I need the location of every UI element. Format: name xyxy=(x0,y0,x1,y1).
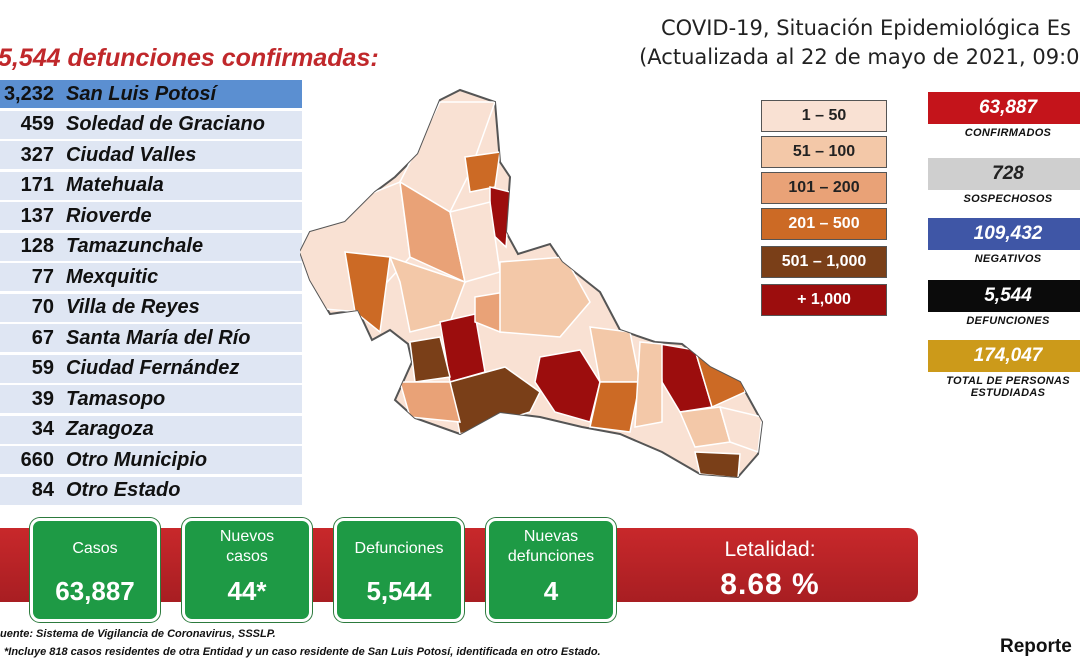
municipality-region xyxy=(499,256,591,338)
card-value: 63,887 xyxy=(55,576,135,606)
municipality-name: San Luis Potosí xyxy=(66,82,217,105)
death-count: 84 xyxy=(31,479,54,501)
table-row: 171 Matehuala xyxy=(0,171,302,200)
death-count: 660 xyxy=(20,448,54,471)
lethality-value: 8.68 % xyxy=(720,568,820,601)
legend-item: 201 – 500 xyxy=(761,208,887,240)
card-defunciones: Defunciones 5,544 xyxy=(334,518,464,622)
card-casos: Casos 63,887 xyxy=(30,518,160,622)
municipality-region xyxy=(718,405,762,454)
death-count: 327 xyxy=(20,143,54,166)
death-count: 34 xyxy=(31,418,54,440)
municipality-region xyxy=(534,349,601,423)
stat-value: 174,047 xyxy=(928,340,1080,372)
municipality-region xyxy=(464,151,501,193)
legend-item: 501 – 1,000 xyxy=(761,246,887,278)
table-row: 77 Mexquitic xyxy=(0,263,302,291)
stat-total-estudiadas: 174,047 TOTAL DE PERSONAS ESTUDIADAS xyxy=(928,340,1080,399)
municipality-region xyxy=(449,366,541,435)
table-row: 70 Villa de Reyes xyxy=(0,293,302,322)
stat-value: 728 xyxy=(928,158,1080,190)
legend-item: + 1,000 xyxy=(761,284,887,316)
stat-value: 5,544 xyxy=(928,280,1080,312)
death-count: 137 xyxy=(20,204,54,227)
municipality-name: Ciudad Valles xyxy=(66,143,197,166)
stat-label: CONFIRMADOS xyxy=(964,127,1052,139)
municipality-name: Otro Municipio xyxy=(66,448,208,471)
stat-defunciones: 5,544 DEFUNCIONES xyxy=(928,280,1080,327)
table-row: 39 Tamasopo xyxy=(0,385,302,413)
death-count: 70 xyxy=(31,296,54,318)
deaths-headline: 5,544 defunciones confirmadas: xyxy=(0,44,379,72)
legend-item: 51 – 100 xyxy=(761,136,887,168)
municipality-name: Tamasopo xyxy=(66,387,166,410)
municipality-region xyxy=(589,381,641,433)
death-count: 59 xyxy=(31,357,54,379)
title-line-1: COVID-19, Situación Epidemiológica Es xyxy=(661,16,1071,40)
card-label: Nuevas defunciones xyxy=(507,528,595,565)
card-nuevas-defunciones: Nuevas defunciones 4 xyxy=(486,518,616,622)
municipality-name: Villa de Reyes xyxy=(66,296,200,318)
municipality-name: Matehuala xyxy=(66,174,164,196)
legend-item: 1 – 50 xyxy=(761,100,887,132)
stat-negativos: 109,432 NEGATIVOS xyxy=(928,218,1080,265)
death-count: 77 xyxy=(31,265,54,288)
death-count: 171 xyxy=(20,174,54,196)
municipality-name: Ciudad Fernández xyxy=(66,357,240,379)
stat-sospechosos: 728 SOSPECHOSOS xyxy=(928,158,1080,205)
stat-label: DEFUNCIONES xyxy=(966,315,1050,327)
municipality-name: Tamazunchale xyxy=(66,235,204,257)
municipality-name: Otro Estado xyxy=(66,479,181,501)
table-row: 3,232 San Luis Potosí xyxy=(0,80,302,108)
table-row: 59 Ciudad Fernández xyxy=(0,354,302,383)
state-choropleth-map xyxy=(300,88,764,479)
municipality-region xyxy=(399,381,461,423)
stat-label: SOSPECHOSOS xyxy=(963,193,1053,205)
stat-confirmados: 63,887 CONFIRMADOS xyxy=(928,92,1080,139)
card-value: 4 xyxy=(543,576,559,606)
death-count: 128 xyxy=(20,235,54,257)
table-row: 459 Soledad de Graciano xyxy=(0,110,302,139)
table-row: 67 Santa María del Río xyxy=(0,324,302,352)
table-row: 34 Zaragoza xyxy=(0,415,302,444)
death-count: 39 xyxy=(31,387,54,410)
death-count: 3,232 xyxy=(3,82,54,105)
municipality-region xyxy=(634,341,663,428)
municipality-name: Zaragoza xyxy=(66,418,154,440)
lethality-label: Letalidad: xyxy=(724,538,816,561)
stat-label: TOTAL DE PERSONAS ESTUDIADAS xyxy=(946,375,1070,399)
municipality-region xyxy=(388,255,466,333)
death-count: 67 xyxy=(31,326,54,349)
stat-label: NEGATIVOS xyxy=(974,253,1042,265)
lethality-indicator: Letalidad: 8.68 % xyxy=(660,538,880,602)
municipality-name: Soledad de Graciano xyxy=(66,113,265,135)
municipality-region xyxy=(694,451,741,477)
brand-logo-text: Reporte xyxy=(1000,636,1072,657)
card-label: Casos xyxy=(72,540,118,557)
table-row: 84 Otro Estado xyxy=(0,476,302,505)
stat-value: 63,887 xyxy=(928,92,1080,124)
municipality-region xyxy=(409,336,451,383)
card-nuevos-casos: Nuevos casos 44* xyxy=(182,518,312,622)
card-label: Defunciones xyxy=(354,540,444,557)
card-label: Nuevos casos xyxy=(219,528,275,565)
table-row: 660 Otro Municipio xyxy=(0,446,302,474)
report-title: COVID-19, Situación Epidemiológica Es (A… xyxy=(606,14,1080,72)
table-row: 327 Ciudad Valles xyxy=(0,141,302,169)
footnote: *Incluye 818 casos residentes de otra En… xyxy=(4,646,601,658)
stat-value: 109,432 xyxy=(928,218,1080,250)
card-value: 44* xyxy=(227,576,267,606)
death-count: 459 xyxy=(20,113,54,135)
municipality-name: Mexquitic xyxy=(66,265,159,288)
card-value: 5,544 xyxy=(366,576,432,606)
municipality-deaths-table: 3,232 San Luis Potosí 459 Soledad de Graci… xyxy=(0,80,302,507)
municipality-name: Santa María del Río xyxy=(66,326,251,349)
municipality-name: Rioverde xyxy=(66,204,152,227)
title-line-2: (Actualizada al 22 de mayo de 2021, 09:0… xyxy=(639,45,1080,69)
table-row: 128 Tamazunchale xyxy=(0,232,302,261)
legend-item: 101 – 200 xyxy=(761,172,887,204)
table-row: 137 Rioverde xyxy=(0,202,302,230)
source-note: uente: Sistema de Vigilancia de Coronavi… xyxy=(0,628,276,640)
